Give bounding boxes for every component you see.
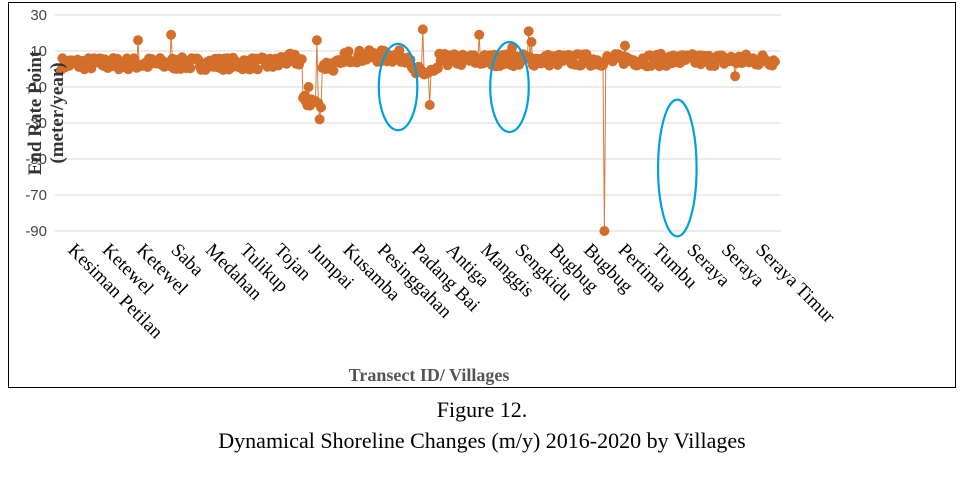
data-point — [296, 54, 307, 65]
data-point — [620, 40, 630, 51]
highlight-ellipse — [489, 40, 530, 134]
x-category-label: Seraya Timur — [751, 240, 839, 328]
y-axis-label-unit: (meter/year) — [47, 62, 68, 163]
data-point — [252, 64, 263, 75]
data-point — [730, 71, 741, 82]
data-point — [770, 56, 780, 67]
x-axis-label: Transect ID/ Villages — [349, 365, 510, 385]
data-point — [526, 37, 537, 47]
data-point — [303, 82, 314, 92]
y-tick-label: -50 — [25, 151, 47, 168]
data-point — [424, 100, 435, 110]
data-point — [599, 226, 610, 236]
data-point — [474, 29, 485, 40]
data-point — [311, 35, 322, 46]
data-point — [166, 29, 177, 40]
data-point — [523, 26, 534, 37]
data-point — [185, 63, 196, 74]
chart-frame: 30 10 -10 -30 -50 -70 -90 Kesiman Petilan Ketewe… — [8, 2, 956, 388]
figure-number: Figure 12. — [436, 397, 528, 422]
data-point — [133, 35, 143, 46]
data-point — [328, 65, 339, 76]
y-tick-label: 10 — [30, 43, 47, 60]
y-tick-label: -90 — [25, 223, 47, 240]
data-point — [316, 102, 326, 113]
data-point — [417, 24, 428, 35]
highlight-ellipse — [656, 98, 698, 238]
y-tick-label: 30 — [30, 7, 47, 24]
y-axis-label: End Rate Point — [25, 50, 46, 175]
highlight-ellipse — [377, 42, 419, 132]
data-point — [343, 46, 354, 57]
y-tick-label: -10 — [25, 79, 47, 96]
y-tick-label: -70 — [25, 187, 47, 204]
data-point — [432, 63, 443, 74]
data-point — [314, 114, 325, 125]
figure-caption: Dynamical Shoreline Changes (m/y) 2016-2… — [218, 428, 746, 453]
y-tick-label: -30 — [25, 115, 47, 132]
data-point — [507, 42, 518, 53]
